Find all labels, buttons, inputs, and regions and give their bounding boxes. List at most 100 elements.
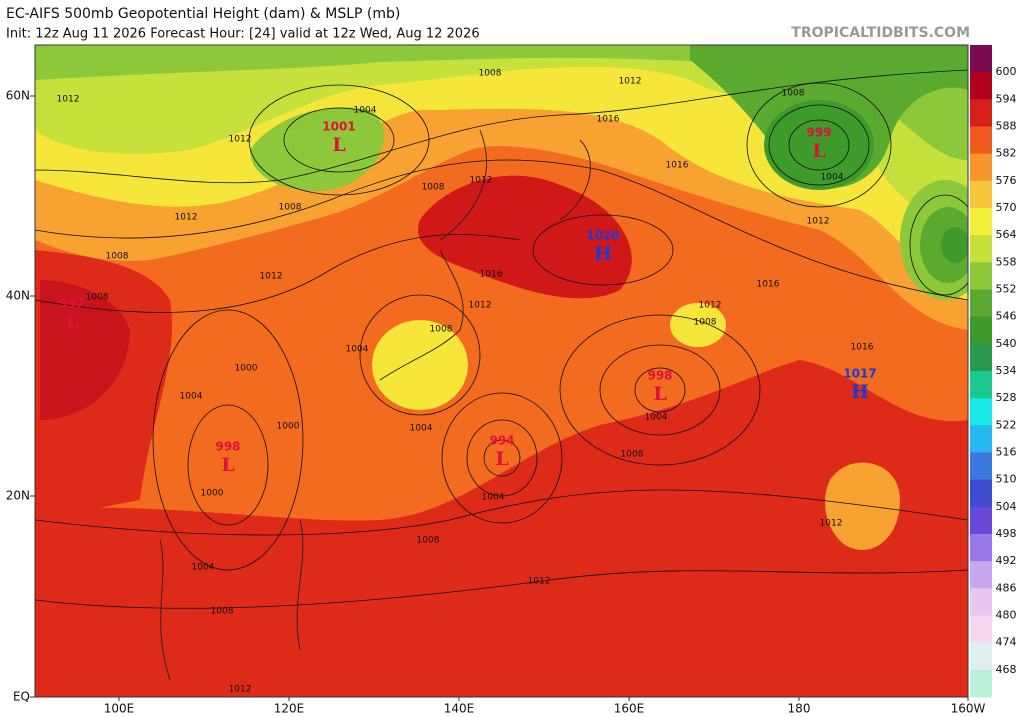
pressure-value: 1017 (843, 367, 876, 381)
colorbar-label: 564 (996, 228, 1017, 241)
colorbar-swatch (970, 588, 992, 616)
colorbar-swatch (970, 153, 992, 182)
colorbar-label: 582 (996, 147, 1017, 160)
isobar-label: 1004 (354, 106, 377, 116)
colorbar-swatch (970, 99, 992, 127)
colorbar-label: 528 (996, 391, 1017, 404)
colorbar-label: 504 (996, 500, 1017, 513)
colorbar-swatch (970, 289, 992, 318)
colorbar-label: 522 (996, 418, 1017, 431)
isobar-label: 1012 (470, 176, 493, 186)
isobar-label: 1016 (666, 161, 689, 171)
isobar-label: 1012 (229, 135, 252, 145)
colorbar-label: 468 (996, 663, 1017, 676)
colorbar-swatch (970, 180, 992, 209)
isobar-label: 1004 (192, 563, 215, 573)
isobar-label: 1016 (851, 343, 874, 353)
colorbar-swatch (970, 126, 992, 155)
isobar-label: 1000 (201, 489, 224, 499)
isobar-label: 1012 (175, 213, 198, 223)
colorbar-swatch (970, 534, 992, 562)
colorbar-swatch (970, 669, 992, 698)
lon-label: 180 (788, 702, 811, 716)
title: EC-AIFS 500mb Geopotential Height (dam) … (6, 6, 400, 22)
colorbar-swatch (970, 343, 992, 372)
isobar-label: 1012 (619, 77, 642, 87)
lat-label: 20N (6, 489, 30, 503)
pressure-letter: L (812, 140, 825, 162)
pressure-letter: L (653, 383, 666, 405)
isobar-label: 1012 (469, 301, 492, 311)
colorbar-label: 540 (996, 337, 1017, 350)
isobar-label: 1008 (430, 325, 453, 335)
isobar-label: 1016 (597, 115, 620, 125)
colorbar-label: 474 (996, 636, 1017, 649)
colorbar-swatch (970, 235, 992, 263)
colorbar-label: 594 (996, 92, 1017, 105)
isobar-label: 1000 (235, 364, 258, 374)
lon-label: 160W (951, 702, 986, 716)
colorbar-swatch (970, 72, 992, 100)
colorbar-swatch (970, 45, 992, 73)
colorbar-label: 588 (996, 120, 1017, 133)
colorbar-label: 570 (996, 201, 1017, 214)
lat-label: 60N (6, 89, 30, 103)
colorbar-swatch (970, 262, 992, 290)
lat-label: EQ (13, 690, 30, 704)
pressure-value: 1001 (322, 120, 355, 134)
map (34, 44, 969, 698)
pressure-value: 998 (215, 440, 240, 454)
pressure-value: 1020 (586, 229, 619, 243)
isobar-label: 1012 (807, 217, 830, 227)
isobar-label: 1008 (417, 536, 440, 546)
isobar-label: 1004 (180, 392, 203, 402)
pressure-letter: L (221, 454, 234, 476)
isobar-label: 1004 (645, 413, 668, 423)
pressure-letter: L (65, 311, 78, 333)
pressure-letter: L (332, 134, 345, 156)
isobar-label: 1008 (782, 89, 805, 99)
colorbar-label: 600 (996, 65, 1017, 78)
colorbar-label: 480 (996, 609, 1017, 622)
subtitle: Init: 12z Aug 11 2026 Forecast Hour: [24… (6, 27, 480, 42)
lon-label: 100E (104, 702, 135, 716)
isobar-label: 1012 (699, 301, 722, 311)
colorbar-swatch (970, 479, 992, 508)
isobar-label: 1008 (211, 607, 234, 617)
colorbar-swatch (970, 452, 992, 481)
pressure-letter: H (594, 243, 612, 265)
colorbar-label: 486 (996, 581, 1017, 594)
pressure-value: 994 (489, 434, 514, 448)
pressure-letter: H (851, 381, 869, 403)
colorbar-swatch (970, 425, 992, 453)
isobar-label: 1000 (277, 422, 300, 432)
colorbar-label: 516 (996, 446, 1017, 459)
isobar-label: 1008 (279, 203, 302, 213)
colorbar-label: 552 (996, 283, 1017, 296)
colorbar-label: 510 (996, 473, 1017, 486)
isobar-label: 1008 (694, 318, 717, 328)
isobar-label: 1004 (346, 345, 369, 355)
colorbar: 600 594 588 582 576 570 564 558 552 546 540 534 528 5… (970, 45, 1017, 698)
isobar-label: 1012 (229, 685, 252, 695)
isobar-label: 1008 (106, 252, 129, 262)
isobar-label: 1016 (480, 270, 503, 280)
colorbar-label: 498 (996, 527, 1017, 540)
colorbar-swatch (970, 316, 992, 345)
isobar-label: 1008 (479, 69, 502, 79)
isobar-label: 1004 (821, 173, 844, 183)
colorbar-swatch (970, 398, 992, 426)
colorbar-swatch (970, 371, 992, 399)
colorbar-label: 576 (996, 174, 1017, 187)
isobar-label: 1004 (482, 493, 505, 503)
colorbar-label: 492 (996, 554, 1017, 567)
isobar-label: 1012 (528, 577, 551, 587)
colorbar-swatch (970, 208, 992, 236)
lon-label: 160E (614, 702, 645, 716)
isobar-label: 1012 (260, 272, 283, 282)
lon-label: 140E (444, 702, 475, 716)
isobar-label: 1016 (757, 280, 780, 290)
colorbar-swatch (970, 615, 992, 644)
isobar-label: 1008 (621, 450, 644, 460)
